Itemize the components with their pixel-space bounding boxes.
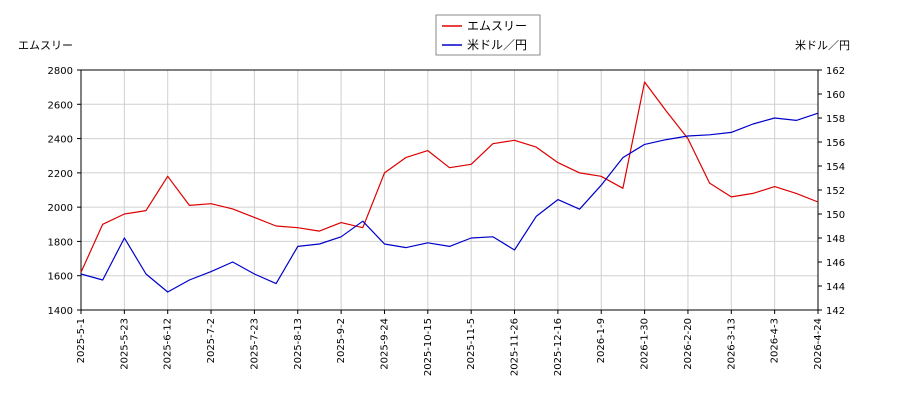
y-right-tick-label: 144	[826, 282, 845, 293]
y-left-tick-label: 2400	[48, 135, 73, 146]
y-right-tick-label: 150	[826, 210, 845, 221]
x-tick-label: 2026-1-30	[640, 318, 651, 370]
x-axis: 2025-5-1 2025-5-23 2025-6-12 2025-7-2 2025-7…	[76, 310, 824, 376]
legend-label-series-2: 米ドル／円	[467, 38, 527, 52]
x-tick-label: 2025-7-23	[249, 318, 260, 370]
y-axis-left: 1400 1600 1800 2000 2200 2400 2600 2800	[48, 66, 81, 317]
y-right-tick-label: 158	[826, 114, 845, 125]
x-tick-label: 2025-5-23	[119, 318, 130, 370]
x-tick-label: 2025-12-16	[553, 318, 564, 376]
x-tick-label: 2025-10-15	[423, 318, 434, 376]
plot-area	[80, 69, 819, 311]
y-left-tick-label: 1400	[48, 306, 73, 317]
x-tick-label: 2025-5-1	[76, 318, 87, 363]
x-tick-label: 2025-7-2	[206, 318, 217, 363]
x-tick-label: 2025-9-2	[336, 318, 347, 363]
series-line-1	[80, 81, 819, 273]
legend: エムスリー 米ドル／円	[435, 14, 541, 56]
y-right-tick-label: 160	[826, 90, 845, 101]
legend-box	[435, 14, 541, 56]
y-right-tick-label: 148	[826, 234, 845, 245]
y-right-tick-label: 154	[826, 162, 845, 173]
series-line-2	[80, 112, 819, 293]
x-tick-label: 2025-6-12	[163, 318, 174, 370]
x-tick-label: 2026-3-13	[726, 318, 737, 370]
y-right-tick-label: 152	[826, 186, 845, 197]
y-left-tick-label: 1800	[48, 237, 73, 248]
x-tick-label: 2026-4-24	[813, 318, 824, 370]
y-axis-left-title: エムスリー	[18, 39, 73, 52]
y-axis-right: 142 144 146 148 150 152 154 156 158 160 162	[818, 66, 845, 317]
y-left-tick-label: 1600	[48, 272, 73, 283]
y-left-tick-label: 2600	[48, 100, 73, 111]
x-tick-label: 2026-2-20	[683, 318, 694, 370]
x-tick-label: 2025-11-5	[466, 318, 477, 370]
y-left-tick-label: 2200	[48, 169, 73, 180]
x-tick-label: 2025-8-13	[293, 318, 304, 370]
y-right-tick-label: 142	[826, 306, 845, 317]
series-layer	[80, 81, 819, 293]
chart-grid	[80, 69, 819, 311]
y-right-tick-label: 156	[826, 138, 845, 149]
y-left-tick-label: 2800	[48, 66, 73, 77]
y-axis-right-title: 米ドル／円	[795, 39, 850, 52]
x-tick-label: 2026-1-9	[596, 318, 607, 363]
y-right-tick-label: 146	[826, 258, 845, 269]
x-tick-label: 2025-11-26	[510, 318, 521, 376]
y-left-tick-label: 2000	[48, 203, 73, 214]
x-tick-label: 2026-4-3	[770, 318, 781, 363]
y-right-tick-label: 162	[826, 66, 845, 77]
legend-label-series-1: エムスリー	[467, 19, 527, 33]
x-tick-label: 2025-9-24	[379, 318, 390, 370]
